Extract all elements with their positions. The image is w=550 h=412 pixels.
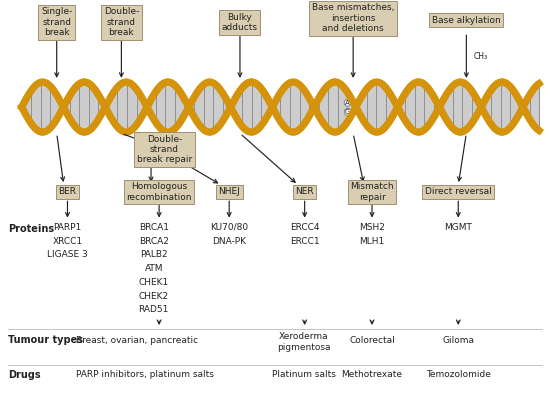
Text: Direct reversal: Direct reversal [425, 187, 492, 197]
Text: Double-
strand
break: Double- strand break [104, 7, 139, 37]
Text: LIGASE 3: LIGASE 3 [47, 250, 88, 260]
Text: BER: BER [58, 187, 76, 197]
Text: Tumour types: Tumour types [8, 335, 83, 345]
Text: Drugs: Drugs [8, 370, 41, 380]
Text: CHEK2: CHEK2 [139, 292, 169, 301]
Text: Double-
strand
break repair: Double- strand break repair [137, 135, 192, 164]
Text: MLH1: MLH1 [359, 236, 384, 246]
Text: Bulky
adducts: Bulky adducts [222, 13, 258, 32]
Text: Platinum salts: Platinum salts [272, 370, 336, 379]
Text: PARP inhibitors, platinum salts: PARP inhibitors, platinum salts [75, 370, 213, 379]
Text: A: A [345, 100, 350, 105]
Text: MGMT: MGMT [444, 223, 472, 232]
Text: Breast, ovarian, pancreatic: Breast, ovarian, pancreatic [75, 335, 197, 344]
Text: G: G [345, 109, 350, 115]
Text: CH₃: CH₃ [474, 52, 487, 61]
Text: BRCA1: BRCA1 [139, 223, 169, 232]
Text: PALB2: PALB2 [140, 250, 168, 260]
Text: ERCC1: ERCC1 [290, 236, 320, 246]
Text: XRCC1: XRCC1 [52, 236, 82, 246]
Text: MSH2: MSH2 [359, 223, 385, 232]
Text: ATM: ATM [145, 264, 163, 273]
Text: CHEK1: CHEK1 [139, 278, 169, 287]
Text: Single-
strand
break: Single- strand break [41, 7, 73, 37]
Text: Temozolomide: Temozolomide [426, 370, 491, 379]
Text: Base mismatches,
insertions
and deletions: Base mismatches, insertions and deletion… [312, 3, 394, 33]
Text: PARP1: PARP1 [53, 223, 81, 232]
Text: Giloma: Giloma [442, 335, 474, 344]
Text: KU70/80: KU70/80 [210, 223, 248, 232]
Text: Xeroderma
pigmentosa: Xeroderma pigmentosa [277, 332, 331, 352]
Text: BRCA2: BRCA2 [139, 236, 169, 246]
Text: Mismatch
repair: Mismatch repair [350, 182, 394, 201]
Text: ERCC4: ERCC4 [290, 223, 320, 232]
Text: Homologous
recombination: Homologous recombination [126, 182, 192, 201]
Text: Base alkylation: Base alkylation [432, 16, 500, 25]
Text: Proteins: Proteins [8, 224, 54, 234]
Text: NER: NER [295, 187, 314, 197]
Text: NHEJ: NHEJ [218, 187, 240, 197]
Text: Colorectal: Colorectal [349, 335, 395, 344]
Text: RAD51: RAD51 [139, 305, 169, 314]
Text: DNA-PK: DNA-PK [212, 236, 246, 246]
Text: Methotrexate: Methotrexate [342, 370, 403, 379]
